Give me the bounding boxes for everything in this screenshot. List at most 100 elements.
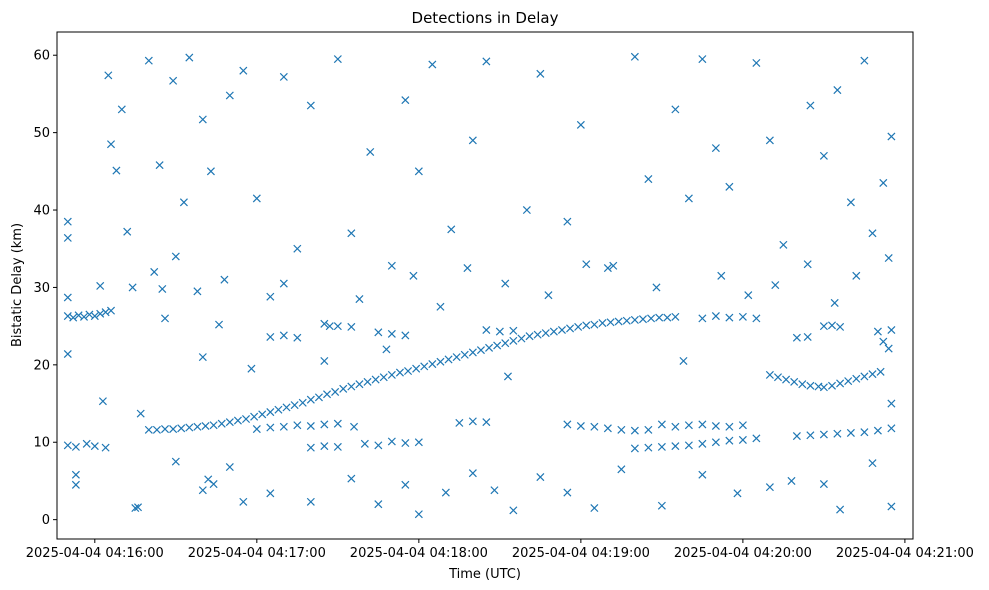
data-point bbox=[279, 279, 288, 288]
x-tick-label: 2025-04-04 04:21:00 bbox=[836, 546, 974, 561]
data-point bbox=[63, 233, 72, 242]
data-point bbox=[819, 480, 828, 489]
data-point bbox=[112, 166, 121, 175]
data-point bbox=[541, 329, 550, 338]
data-point bbox=[522, 206, 531, 215]
data-point bbox=[622, 316, 631, 325]
data-point bbox=[657, 442, 666, 451]
data-point bbox=[657, 420, 666, 429]
data-point bbox=[563, 420, 572, 429]
data-point bbox=[314, 393, 323, 402]
data-point bbox=[63, 217, 72, 226]
data-point bbox=[501, 339, 510, 348]
data-point bbox=[169, 425, 178, 434]
data-point bbox=[258, 410, 267, 419]
data-point bbox=[738, 435, 747, 444]
chart-title: Detections in Delay bbox=[412, 9, 559, 27]
data-point bbox=[476, 346, 485, 355]
data-point bbox=[98, 397, 107, 406]
data-point bbox=[711, 144, 720, 153]
data-point bbox=[590, 320, 599, 329]
data-point bbox=[493, 341, 502, 350]
data-point bbox=[185, 423, 194, 432]
data-point bbox=[679, 356, 688, 365]
data-point bbox=[525, 332, 534, 341]
data-point bbox=[630, 315, 639, 324]
data-point bbox=[414, 438, 423, 447]
data-point bbox=[482, 57, 491, 66]
data-point bbox=[509, 326, 518, 335]
data-point bbox=[725, 422, 734, 431]
y-tick-label: 60 bbox=[33, 49, 50, 64]
data-point bbox=[657, 501, 666, 510]
data-point bbox=[323, 390, 332, 399]
data-point bbox=[250, 412, 259, 421]
data-point bbox=[873, 426, 882, 435]
data-point bbox=[873, 327, 882, 336]
data-point bbox=[617, 425, 626, 434]
data-point bbox=[603, 264, 612, 273]
data-point bbox=[169, 76, 178, 85]
data-point bbox=[331, 387, 340, 396]
data-point bbox=[436, 302, 445, 311]
data-point bbox=[598, 319, 607, 328]
data-point bbox=[379, 373, 388, 382]
data-point bbox=[887, 325, 896, 335]
data-point bbox=[860, 56, 869, 65]
y-tick-label: 20 bbox=[33, 358, 50, 373]
data-point bbox=[387, 437, 396, 446]
data-point bbox=[806, 431, 815, 440]
data-point bbox=[790, 377, 799, 386]
y-tick-label: 0 bbox=[42, 513, 50, 528]
data-point bbox=[444, 355, 453, 364]
data-point bbox=[787, 476, 796, 485]
data-point bbox=[490, 486, 499, 495]
data-point bbox=[306, 395, 315, 404]
x-tick-label: 2025-04-04 04:18:00 bbox=[350, 546, 488, 561]
data-point bbox=[209, 480, 218, 489]
data-point bbox=[63, 312, 72, 321]
data-point bbox=[725, 182, 734, 191]
data-point bbox=[590, 504, 599, 513]
data-point bbox=[104, 71, 113, 80]
data-point bbox=[428, 360, 437, 369]
data-point bbox=[806, 101, 815, 110]
y-axis: 0 10 20 30 40 50 60 bbox=[33, 49, 57, 528]
data-point bbox=[630, 52, 639, 61]
data-point bbox=[495, 327, 504, 336]
data-point bbox=[363, 377, 372, 386]
data-point bbox=[452, 353, 461, 362]
data-point bbox=[333, 419, 342, 428]
data-point bbox=[63, 293, 72, 302]
data-point bbox=[347, 229, 356, 238]
data-point bbox=[225, 462, 234, 472]
data-point bbox=[773, 373, 783, 382]
data-point bbox=[468, 417, 477, 426]
data-point bbox=[517, 334, 526, 343]
data-point bbox=[549, 327, 558, 336]
data-point bbox=[220, 275, 229, 284]
data-point bbox=[74, 311, 83, 320]
data-point bbox=[868, 459, 877, 468]
data-point bbox=[671, 105, 680, 114]
data-point bbox=[306, 497, 315, 506]
data-point bbox=[468, 348, 477, 357]
data-point bbox=[733, 489, 742, 498]
data-point bbox=[290, 401, 299, 410]
data-point bbox=[306, 101, 315, 110]
data-point bbox=[339, 384, 348, 393]
data-point bbox=[684, 194, 693, 203]
data-point bbox=[836, 379, 845, 388]
data-point bbox=[63, 441, 72, 450]
data-point bbox=[414, 510, 423, 519]
data-point bbox=[566, 324, 575, 333]
data-point bbox=[201, 421, 210, 431]
data-point bbox=[765, 136, 774, 145]
data-point bbox=[233, 416, 242, 425]
data-point bbox=[366, 147, 375, 157]
data-point bbox=[155, 161, 164, 170]
data-point bbox=[266, 408, 275, 417]
data-point bbox=[71, 470, 80, 479]
data-point bbox=[247, 364, 256, 373]
data-point bbox=[868, 229, 877, 238]
